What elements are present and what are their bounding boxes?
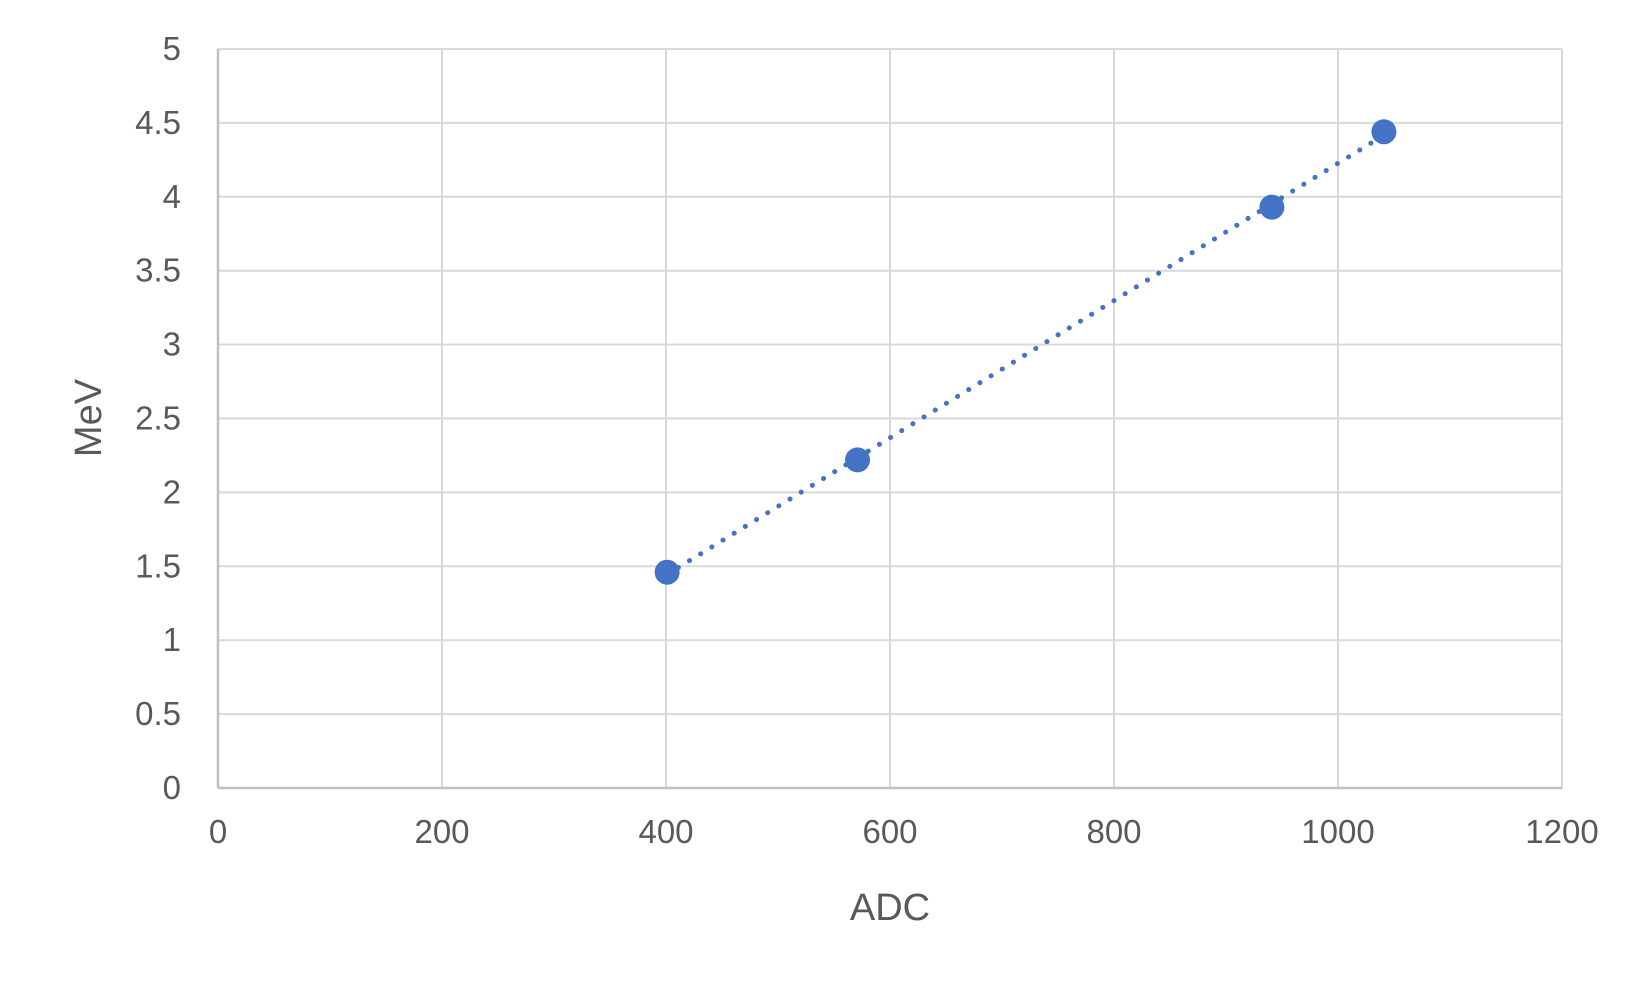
data-point bbox=[1371, 119, 1397, 145]
data-point bbox=[845, 447, 871, 473]
x-tick-label: 600 bbox=[862, 813, 917, 850]
y-tick-label: 4.5 bbox=[135, 104, 181, 141]
tick-labels: 0 200 400 600 800 1000 1200 0 0.5 1 1.5 2 2.5 3 3.5 4 4.… bbox=[135, 30, 1599, 850]
y-tick-label: 4 bbox=[163, 178, 181, 215]
x-tick-label: 1000 bbox=[1301, 813, 1374, 850]
x-tick-label: 800 bbox=[1086, 813, 1141, 850]
y-tick-label: 3 bbox=[163, 326, 181, 363]
y-tick-label: 0 bbox=[163, 769, 181, 806]
y-tick-label: 2.5 bbox=[135, 400, 181, 437]
x-tick-label: 1200 bbox=[1525, 813, 1598, 850]
gridlines bbox=[217, 48, 1563, 789]
data-point bbox=[1259, 194, 1285, 220]
data-point bbox=[654, 559, 680, 585]
y-tick-label: 5 bbox=[163, 30, 181, 67]
x-axis-title: ADC bbox=[850, 887, 930, 929]
x-tick-label: 200 bbox=[414, 813, 469, 850]
y-tick-label: 1.5 bbox=[135, 547, 181, 584]
data-points bbox=[654, 119, 1397, 585]
y-axis-title: MeV bbox=[68, 378, 110, 457]
y-tick-label: 1 bbox=[163, 621, 181, 658]
trendline bbox=[664, 132, 1387, 577]
y-tick-label: 3.5 bbox=[135, 252, 181, 289]
trendline-path bbox=[664, 132, 1387, 577]
x-tick-label: 400 bbox=[638, 813, 693, 850]
y-tick-label: 2 bbox=[163, 473, 181, 510]
x-tick-label: 0 bbox=[209, 813, 227, 850]
y-tick-label: 0.5 bbox=[135, 695, 181, 732]
axes bbox=[216, 49, 1562, 790]
